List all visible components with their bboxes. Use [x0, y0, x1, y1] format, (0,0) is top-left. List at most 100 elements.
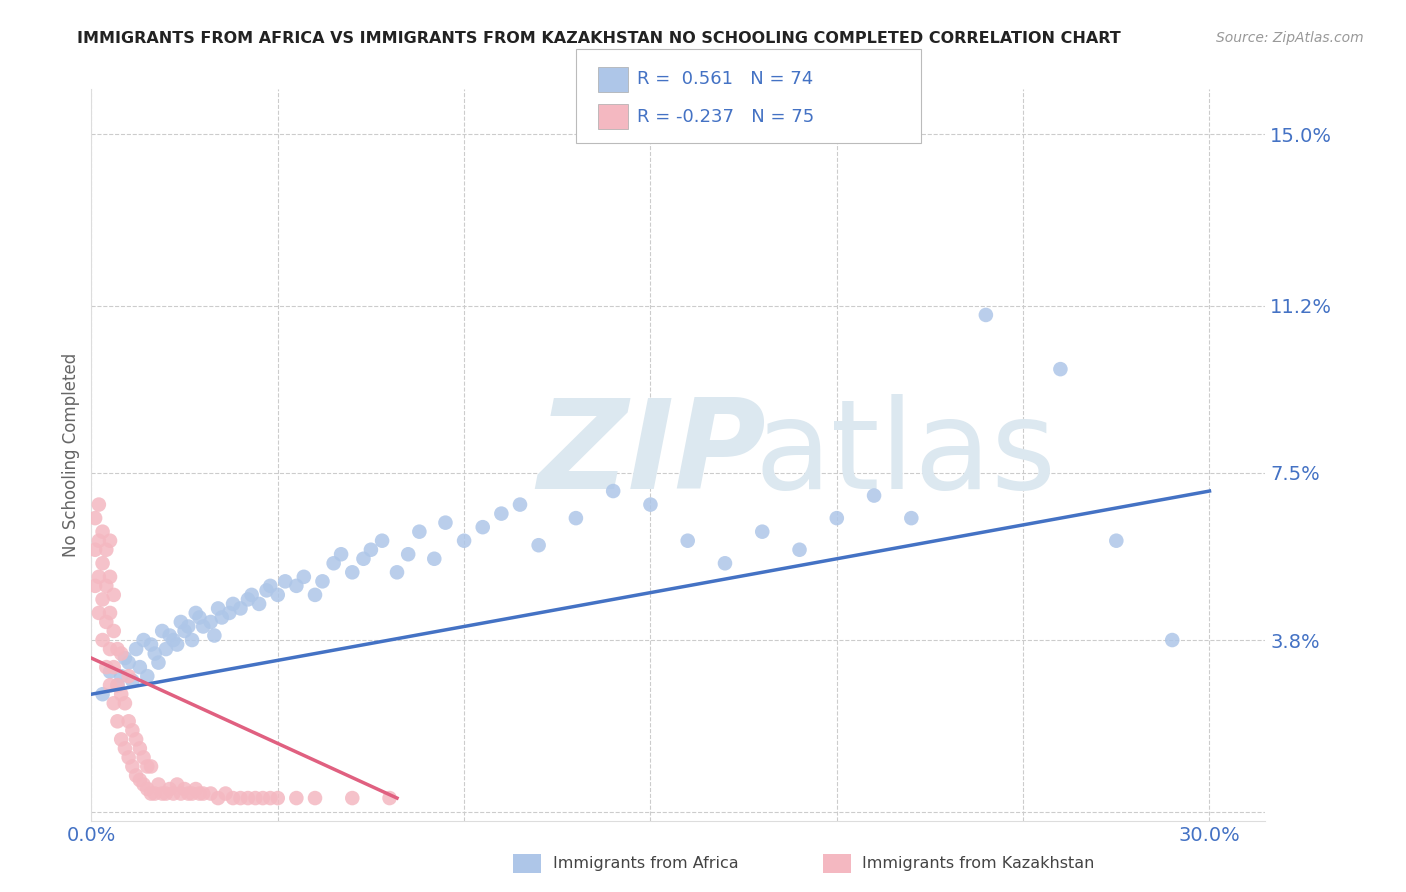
Point	[110, 669, 132, 683]
Point	[118, 750, 141, 764]
Point	[292, 570, 315, 584]
Point	[173, 782, 195, 797]
Point	[1049, 362, 1071, 376]
Point	[304, 791, 326, 805]
Point	[285, 791, 308, 805]
Text: R =  0.561   N = 74: R = 0.561 N = 74	[637, 70, 813, 88]
Point	[84, 511, 107, 525]
Point	[789, 542, 811, 557]
Point	[96, 615, 118, 629]
Point	[98, 678, 121, 692]
Point	[96, 542, 118, 557]
Text: IMMIGRANTS FROM AFRICA VS IMMIGRANTS FROM KAZAKHSTAN NO SCHOOLING COMPLETED CORR: IMMIGRANTS FROM AFRICA VS IMMIGRANTS FRO…	[77, 31, 1121, 46]
Point	[1161, 633, 1184, 648]
Point	[107, 678, 129, 692]
Point	[211, 610, 233, 624]
Point	[150, 624, 173, 638]
Point	[110, 687, 132, 701]
Point	[222, 791, 245, 805]
Point	[107, 642, 129, 657]
Point	[236, 791, 259, 805]
Point	[136, 669, 159, 683]
Point	[245, 791, 267, 805]
Point	[91, 633, 114, 648]
Point	[84, 579, 107, 593]
Point	[1105, 533, 1128, 548]
Point	[214, 787, 236, 801]
Point	[148, 778, 170, 792]
Point	[304, 588, 326, 602]
Point	[360, 542, 382, 557]
Point	[118, 669, 141, 683]
Point	[110, 732, 132, 747]
Point	[170, 615, 193, 629]
Point	[491, 507, 513, 521]
Point	[863, 489, 886, 503]
Point	[353, 551, 375, 566]
Point	[259, 791, 281, 805]
Point	[96, 660, 118, 674]
Point	[602, 483, 624, 498]
Point	[136, 782, 159, 797]
Point	[103, 696, 125, 710]
Point	[166, 778, 188, 792]
Point	[159, 628, 181, 642]
Point	[342, 566, 364, 580]
Point	[170, 787, 193, 801]
Point	[159, 782, 181, 797]
Point	[121, 759, 143, 773]
Point	[193, 619, 215, 633]
Point	[91, 556, 114, 570]
Point	[128, 660, 150, 674]
Point	[103, 588, 125, 602]
Point	[285, 579, 308, 593]
Point	[125, 732, 148, 747]
Point	[121, 723, 143, 738]
Text: atlas: atlas	[755, 394, 1057, 516]
Point	[202, 628, 225, 642]
Point	[177, 619, 200, 633]
Point	[322, 556, 344, 570]
Point	[139, 787, 162, 801]
Point	[177, 787, 200, 801]
Point	[311, 574, 333, 589]
Point	[825, 511, 848, 525]
Point	[218, 606, 240, 620]
Point	[114, 651, 136, 665]
Point	[125, 642, 148, 657]
Point	[676, 533, 699, 548]
Point	[103, 660, 125, 674]
Point	[96, 579, 118, 593]
Point	[378, 791, 401, 805]
Point	[240, 588, 263, 602]
Point	[200, 615, 222, 629]
Point	[114, 741, 136, 756]
Point	[118, 656, 141, 670]
Point	[155, 787, 177, 801]
Point	[128, 772, 150, 787]
Point	[200, 787, 222, 801]
Point	[91, 524, 114, 539]
Point	[181, 787, 204, 801]
Point	[256, 583, 278, 598]
Point	[527, 538, 550, 552]
Point	[385, 566, 408, 580]
Point	[900, 511, 922, 525]
Point	[132, 750, 155, 764]
Point	[148, 656, 170, 670]
Point	[207, 791, 229, 805]
Point	[222, 597, 245, 611]
Point	[155, 642, 177, 657]
Point	[162, 633, 184, 648]
Point	[98, 570, 121, 584]
Point	[247, 597, 270, 611]
Point	[565, 511, 588, 525]
Point	[139, 638, 162, 652]
Point	[132, 633, 155, 648]
Point	[236, 592, 259, 607]
Point	[184, 606, 207, 620]
Text: Source: ZipAtlas.com: Source: ZipAtlas.com	[1216, 31, 1364, 45]
Y-axis label: No Schooling Completed: No Schooling Completed	[62, 353, 80, 557]
Point	[252, 791, 274, 805]
Point	[132, 778, 155, 792]
